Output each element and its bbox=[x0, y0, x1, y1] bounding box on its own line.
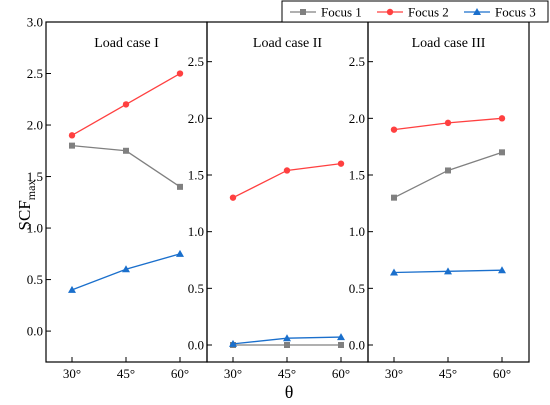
data-point-focus-1 bbox=[338, 342, 344, 348]
y-tick-label: 1.0 bbox=[27, 221, 43, 236]
data-point-focus-2 bbox=[337, 160, 345, 167]
x-tick-label: 30° bbox=[224, 366, 242, 381]
legend-marker-focus-2 bbox=[386, 8, 394, 16]
data-point-focus-2 bbox=[498, 115, 506, 122]
data-point-focus-2 bbox=[229, 194, 237, 201]
panel-3: Load case III 0.0 0.5 1.0 1.5 2.0 2.5 30° 45° 60° bbox=[349, 21, 530, 381]
legend-label-focus-3: Focus 3 bbox=[495, 5, 536, 20]
data-point-focus-2 bbox=[68, 132, 76, 139]
x-tick-label: 60° bbox=[332, 366, 350, 381]
x-tick-label: 45° bbox=[117, 366, 135, 381]
data-point-focus-2 bbox=[283, 167, 291, 174]
y-tick-label: 0.5 bbox=[27, 272, 43, 287]
x-tick-label: 45° bbox=[278, 366, 296, 381]
data-point-focus-3 bbox=[122, 265, 130, 273]
x-tick-label: 60° bbox=[171, 366, 189, 381]
x-tick-label: 60° bbox=[493, 366, 511, 381]
y-tick-label: 0.5 bbox=[349, 281, 365, 296]
y-axis-title-main: SCF bbox=[15, 200, 34, 230]
y-tick-label: 0.0 bbox=[27, 324, 43, 339]
y-tick-label: 1.5 bbox=[27, 169, 43, 184]
data-point-focus-3 bbox=[229, 339, 237, 347]
data-point-focus-1 bbox=[69, 142, 75, 149]
legend-marker-focus-1 bbox=[300, 9, 306, 15]
data-point-focus-3 bbox=[444, 267, 452, 275]
data-point-focus-3 bbox=[498, 266, 506, 274]
y-tick-label: 0.0 bbox=[349, 338, 365, 353]
x-tick-label: 30° bbox=[63, 366, 81, 381]
panel-title: Load case I bbox=[94, 36, 159, 51]
legend-marker-focus-3 bbox=[473, 8, 481, 15]
x-axis-title: θ bbox=[285, 382, 294, 402]
x-tick-label: 45° bbox=[439, 366, 457, 381]
legend-box bbox=[281, 0, 549, 23]
y-tick-label: 2.0 bbox=[188, 111, 204, 126]
y-tick-label: 0.0 bbox=[188, 338, 204, 353]
data-point-focus-2 bbox=[122, 101, 130, 108]
data-point-focus-1 bbox=[177, 183, 183, 190]
y-axis-title-sub: max bbox=[24, 180, 38, 201]
data-point-focus-1 bbox=[445, 167, 451, 174]
x-tick-label: 30° bbox=[385, 366, 403, 381]
y-tick-label: 1.5 bbox=[188, 168, 204, 183]
data-point-focus-1 bbox=[391, 194, 397, 201]
y-tick-label: 0.5 bbox=[188, 281, 204, 296]
panels: Load case I 0.0 0.5 1.0 1.5 2.0 2.5 3.0 30° 45° 60… bbox=[27, 15, 530, 381]
data-point-focus-2 bbox=[390, 126, 398, 133]
data-point-focus-2 bbox=[176, 70, 184, 77]
data-point-focus-1 bbox=[284, 342, 290, 348]
y-tick-label: 1.0 bbox=[188, 224, 204, 239]
data-point-focus-1 bbox=[499, 149, 505, 156]
y-tick-label: 3.0 bbox=[27, 15, 43, 30]
y-tick-label: 2.5 bbox=[27, 66, 43, 81]
data-point-focus-3 bbox=[283, 334, 291, 342]
data-point-focus-2 bbox=[444, 119, 452, 127]
data-point-focus-1 bbox=[123, 147, 129, 154]
y-tick-label: 2.5 bbox=[188, 54, 204, 69]
panel-title: Load case III bbox=[412, 36, 486, 51]
data-point-focus-3 bbox=[390, 268, 398, 276]
data-point-focus-3 bbox=[68, 285, 76, 293]
y-axis-title: SCFmax bbox=[15, 180, 38, 231]
data-point-focus-3 bbox=[337, 333, 345, 341]
legend-label-focus-2: Focus 2 bbox=[408, 5, 449, 20]
y-tick-label: 2.0 bbox=[349, 111, 365, 126]
y-tick-label: 2.5 bbox=[349, 54, 365, 69]
legend-label-focus-1: Focus 1 bbox=[321, 5, 362, 20]
legend: Focus 1 Focus 2 Focus 3 bbox=[281, 0, 549, 23]
panel-1: Load case I 0.0 0.5 1.0 1.5 2.0 2.5 3.0 30° 45° 60… bbox=[27, 15, 208, 381]
data-point-focus-3 bbox=[176, 249, 184, 257]
y-tick-label: 2.0 bbox=[27, 118, 43, 133]
y-tick-label: 1.5 bbox=[349, 168, 365, 183]
y-tick-label: 1.0 bbox=[349, 224, 365, 239]
panel-title: Load case II bbox=[253, 36, 323, 51]
